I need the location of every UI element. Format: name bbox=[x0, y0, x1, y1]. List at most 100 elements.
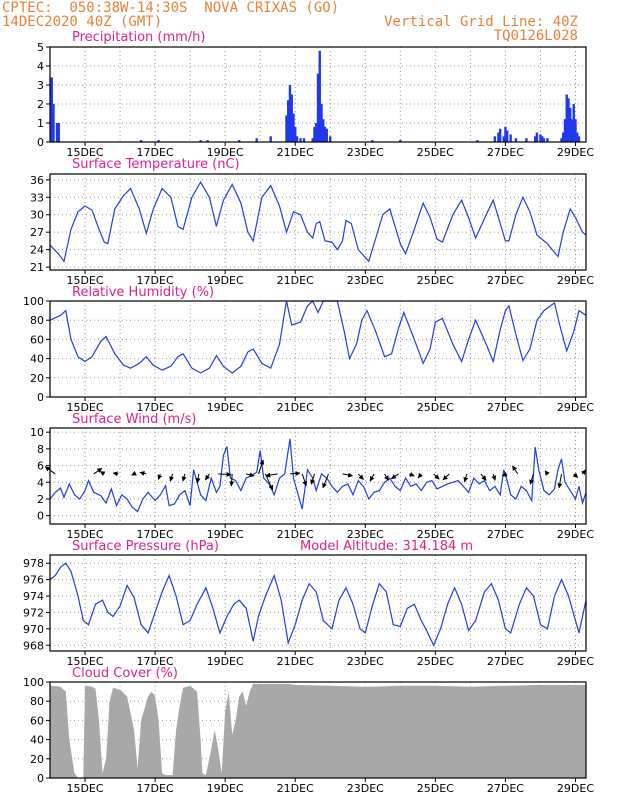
precip-bar bbox=[316, 73, 320, 142]
x-tick-label: 23DEC bbox=[347, 782, 384, 795]
precip-bar bbox=[157, 140, 160, 142]
wind-vector-arrow bbox=[580, 469, 587, 475]
wind-vector-arrow bbox=[322, 473, 329, 489]
y-tick-label: 972 bbox=[23, 606, 44, 619]
wind-vector-arrow bbox=[181, 473, 187, 482]
x-tick-label: 21DEC bbox=[277, 655, 314, 668]
precip-bar bbox=[302, 138, 306, 142]
y-tick-label: 968 bbox=[23, 639, 44, 652]
x-tick-label: 17DEC bbox=[137, 782, 174, 795]
wind-vector-arrow bbox=[112, 471, 119, 477]
precip-bar bbox=[255, 138, 258, 142]
y-tick-label: 30 bbox=[30, 209, 44, 222]
panel-frame bbox=[49, 300, 587, 398]
precip-bar bbox=[567, 98, 570, 142]
precip-bar bbox=[534, 136, 537, 142]
x-tick-label: 23DEC bbox=[347, 528, 384, 541]
y-tick-label: 1 bbox=[37, 117, 44, 130]
wind-vector-arrow bbox=[289, 470, 301, 476]
precip-bar bbox=[570, 119, 574, 142]
precip-bar bbox=[577, 136, 581, 142]
x-tick-label: 23DEC bbox=[347, 274, 384, 287]
wind-vector-arrow bbox=[384, 473, 389, 481]
wind-vector-arrow bbox=[529, 473, 534, 485]
x-tick-label: 25DEC bbox=[417, 782, 454, 795]
precip-bar bbox=[504, 126, 507, 142]
x-tick-label: 29DEC bbox=[557, 274, 594, 287]
wind-vector-arrow bbox=[99, 471, 106, 476]
precip-bar bbox=[294, 126, 297, 142]
precip-bar bbox=[562, 132, 565, 142]
precip-bar bbox=[371, 140, 374, 142]
precip-bar bbox=[139, 140, 143, 142]
precip-bar bbox=[55, 123, 59, 142]
series-line bbox=[49, 438, 587, 513]
precip-bar bbox=[539, 134, 542, 142]
x-tick-label: 19DEC bbox=[207, 655, 244, 668]
x-tick-label: 17DEC bbox=[137, 528, 174, 541]
x-tick-label: 21DEC bbox=[277, 146, 314, 159]
precip-bar bbox=[569, 107, 572, 142]
x-tick-label: 25DEC bbox=[417, 528, 454, 541]
series-line bbox=[49, 562, 587, 647]
y-tick-label: 4 bbox=[37, 476, 44, 489]
precip-bar bbox=[493, 136, 497, 142]
wind-vector-arrow bbox=[463, 473, 469, 483]
x-tick-label: 27DEC bbox=[487, 146, 524, 159]
header-line1-left: CPTEC: 050:38W-14:30S NOVA CRIXAS (GO) bbox=[2, 0, 340, 16]
precip-bar bbox=[399, 140, 402, 142]
precip-bar bbox=[563, 119, 567, 142]
precip-bar bbox=[52, 104, 55, 142]
x-tick-label: 15DEC bbox=[66, 528, 103, 541]
precip-bar bbox=[322, 119, 325, 142]
panel-title: Surface Wind (m/s) bbox=[72, 412, 196, 427]
wind-vector-arrow bbox=[301, 473, 308, 487]
precip-bar bbox=[50, 77, 53, 142]
wind-vector-arrow bbox=[442, 473, 450, 481]
x-tick-label: 23DEC bbox=[347, 146, 384, 159]
precip-bar bbox=[295, 136, 299, 142]
precip-bar bbox=[541, 136, 544, 142]
x-tick-label: 25DEC bbox=[417, 274, 454, 287]
precip-bar bbox=[206, 140, 209, 142]
wind-vector-arrow bbox=[433, 473, 440, 480]
header-line1-right: Vertical Grid Line: 40Z bbox=[384, 14, 578, 30]
panel-frame bbox=[49, 554, 587, 652]
panel-frame bbox=[49, 681, 587, 779]
header-line2-right: TQ0126L028 bbox=[493, 28, 578, 44]
y-tick-label: 20 bbox=[30, 372, 44, 385]
wind-vector-arrow bbox=[310, 473, 316, 485]
y-tick-label: 2 bbox=[37, 493, 44, 506]
precip-bar bbox=[546, 138, 549, 142]
y-tick-label: 3 bbox=[37, 79, 44, 92]
wind-vector-arrow bbox=[408, 471, 415, 477]
precip-bar bbox=[576, 132, 579, 142]
precip-bar bbox=[318, 50, 321, 142]
y-tick-label: 10 bbox=[30, 426, 44, 439]
wind-vector-arrow bbox=[417, 472, 423, 479]
y-tick-label: 21 bbox=[30, 261, 44, 274]
wind-vector-arrow bbox=[195, 473, 201, 484]
y-tick-label: 976 bbox=[23, 574, 44, 587]
x-tick-label: 19DEC bbox=[207, 274, 244, 287]
y-tick-label: 2 bbox=[37, 98, 44, 111]
precip-bar bbox=[315, 123, 318, 142]
panel-frame bbox=[49, 46, 587, 143]
precip-bar bbox=[285, 115, 288, 142]
x-tick-label: 21DEC bbox=[277, 528, 314, 541]
y-tick-label: 40 bbox=[30, 353, 44, 366]
wind-vector-arrow bbox=[204, 473, 210, 481]
precip-bar bbox=[292, 113, 295, 142]
x-tick-label: 19DEC bbox=[207, 146, 244, 159]
y-tick-label: 0 bbox=[37, 391, 44, 404]
wind-vector-arrow bbox=[572, 472, 579, 478]
wind-vector-arrow bbox=[501, 471, 508, 477]
wind-vector-arrow bbox=[390, 473, 399, 480]
precip-bar bbox=[269, 136, 272, 142]
precip-bar bbox=[329, 136, 332, 142]
x-tick-label: 27DEC bbox=[487, 401, 524, 414]
precip-bar bbox=[514, 138, 518, 142]
y-tick-label: 60 bbox=[30, 714, 44, 727]
wind-vector-arrow bbox=[139, 470, 147, 476]
x-tick-label: 23DEC bbox=[347, 401, 384, 414]
